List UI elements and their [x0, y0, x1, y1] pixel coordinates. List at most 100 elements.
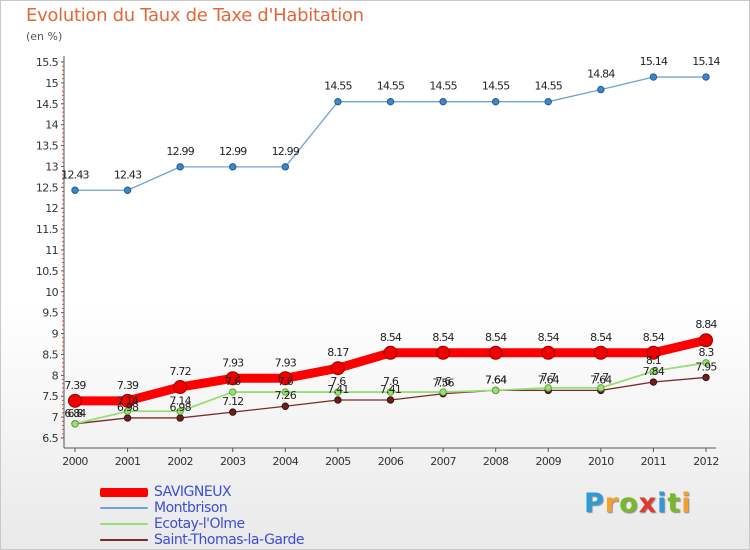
data-label: 12.43	[114, 168, 142, 181]
legend-label: Saint-Thomas-la-Garde	[154, 532, 305, 548]
data-label: 8.54	[432, 331, 454, 344]
legend-swatch	[100, 523, 148, 525]
series-line-1	[74, 76, 707, 191]
y-tick-label: 14	[45, 119, 58, 132]
data-point	[386, 388, 395, 396]
data-label: 12.43	[61, 168, 89, 181]
data-label: 7.39	[117, 379, 139, 392]
data-point	[281, 388, 290, 396]
data-point	[71, 420, 79, 428]
y-tick-label: 9	[52, 328, 59, 341]
y-axis: 6.5 7 7.5 8 8.5 9 9.5 10 10.5 11 11.5 12 12.5 13 13.5 1…	[36, 56, 65, 448]
x-tick-label: 2006	[378, 455, 404, 468]
data-point	[229, 163, 237, 171]
data-point	[646, 345, 661, 360]
data-label: 7.6	[383, 375, 399, 388]
x-tick-label: 2011	[641, 455, 667, 468]
data-label: 8.54	[538, 331, 560, 344]
data-point	[439, 388, 447, 396]
data-point	[330, 361, 345, 376]
data-label: 7.64	[538, 373, 560, 386]
data-label: 8.1	[646, 354, 661, 367]
data-label: 7.7	[593, 371, 609, 384]
data-point	[699, 333, 713, 348]
legend-item: Saint-Thomas-la-Garde	[100, 532, 305, 548]
data-label: 7.12	[222, 395, 243, 408]
data-label: 6.98	[170, 401, 192, 414]
data-label: 12.99	[272, 145, 300, 158]
chart-subtitle: (en %)	[26, 30, 63, 43]
data-label: 7.93	[275, 356, 297, 369]
x-tick-label: 2002	[167, 455, 193, 468]
logo-letter: i	[681, 488, 692, 519]
data-point	[488, 345, 503, 360]
data-label: 15.14	[692, 55, 720, 68]
data-label: 7.95	[695, 360, 717, 373]
data-point	[541, 345, 556, 360]
data-label: 7.41	[380, 383, 401, 396]
data-label: 12.99	[166, 145, 194, 158]
data-label: 7.64	[590, 373, 612, 386]
data-point	[544, 97, 552, 106]
data-label: 8.3	[698, 346, 714, 359]
legend-item: Montbrison	[100, 500, 304, 516]
data-label: 7.6	[436, 375, 452, 388]
x-tick-label: 2009	[535, 455, 561, 468]
data-point	[176, 414, 184, 422]
data-point	[491, 97, 500, 106]
data-point	[334, 396, 342, 404]
data-label: 8.17	[327, 346, 349, 359]
legend-label: SAVIGNEUX	[154, 484, 232, 500]
x-tick-label: 2008	[483, 455, 509, 468]
data-label: 7.41	[327, 383, 348, 396]
data-point	[383, 345, 398, 360]
data-point	[71, 186, 79, 194]
data-label: 7.14	[117, 394, 139, 407]
legend-swatch	[100, 487, 148, 497]
data-point	[225, 371, 240, 386]
data-label: 7.84	[643, 365, 665, 378]
data-point	[436, 345, 451, 360]
data-label: 7.64	[485, 373, 507, 386]
data-label: 6.98	[117, 401, 139, 414]
data-point	[281, 163, 290, 171]
y-tick-label: 12	[45, 202, 58, 215]
x-axis: 2000 2001 2002 2003 2004 2005 2006 2007 2008 2009…	[62, 447, 719, 468]
data-point	[123, 407, 132, 415]
y-tick-label: 9.5	[42, 307, 58, 320]
x-tick-label: 2010	[588, 455, 614, 468]
x-tick-label: 2000	[62, 455, 88, 468]
data-labels: 12.43 12.43 12.99 12.99 12.99 14.55 14.55 14.55…	[61, 55, 721, 420]
x-tick-label: 2003	[220, 455, 246, 468]
data-point	[702, 73, 710, 81]
data-point	[123, 186, 132, 194]
data-label: 7.64	[485, 373, 507, 386]
logo-letter: P	[584, 488, 605, 519]
data-point	[386, 396, 395, 404]
legend-swatch	[100, 507, 148, 509]
y-tick-label: 13.5	[36, 140, 59, 153]
legend-swatch	[100, 539, 148, 541]
data-label: 14.55	[535, 80, 563, 93]
data-point	[123, 414, 132, 422]
data-point	[439, 97, 447, 106]
data-label: 7.6	[225, 375, 241, 388]
data-point	[386, 97, 395, 106]
data-point	[334, 388, 342, 396]
y-tick-label: 10.5	[36, 265, 59, 278]
legend-item: SAVIGNEUX	[100, 484, 304, 500]
chart-legend: SAVIGNEUX Montbrison Ecotay-l'Olme Saint-Th…	[100, 484, 305, 548]
series-markers	[68, 73, 713, 428]
data-point	[68, 393, 82, 408]
data-label: 14.55	[324, 80, 352, 93]
data-point	[334, 97, 342, 106]
y-tick-label: 12.5	[36, 181, 59, 194]
y-tick-label: 8.5	[42, 348, 58, 361]
data-point	[491, 386, 500, 395]
logo-letter: r	[604, 488, 620, 519]
logo-letter: o	[619, 488, 639, 519]
logo-letter: i	[657, 488, 668, 519]
logo-letter: x	[638, 488, 658, 519]
data-label: 7.6	[330, 375, 346, 388]
x-tick-label: 2007	[430, 455, 456, 468]
